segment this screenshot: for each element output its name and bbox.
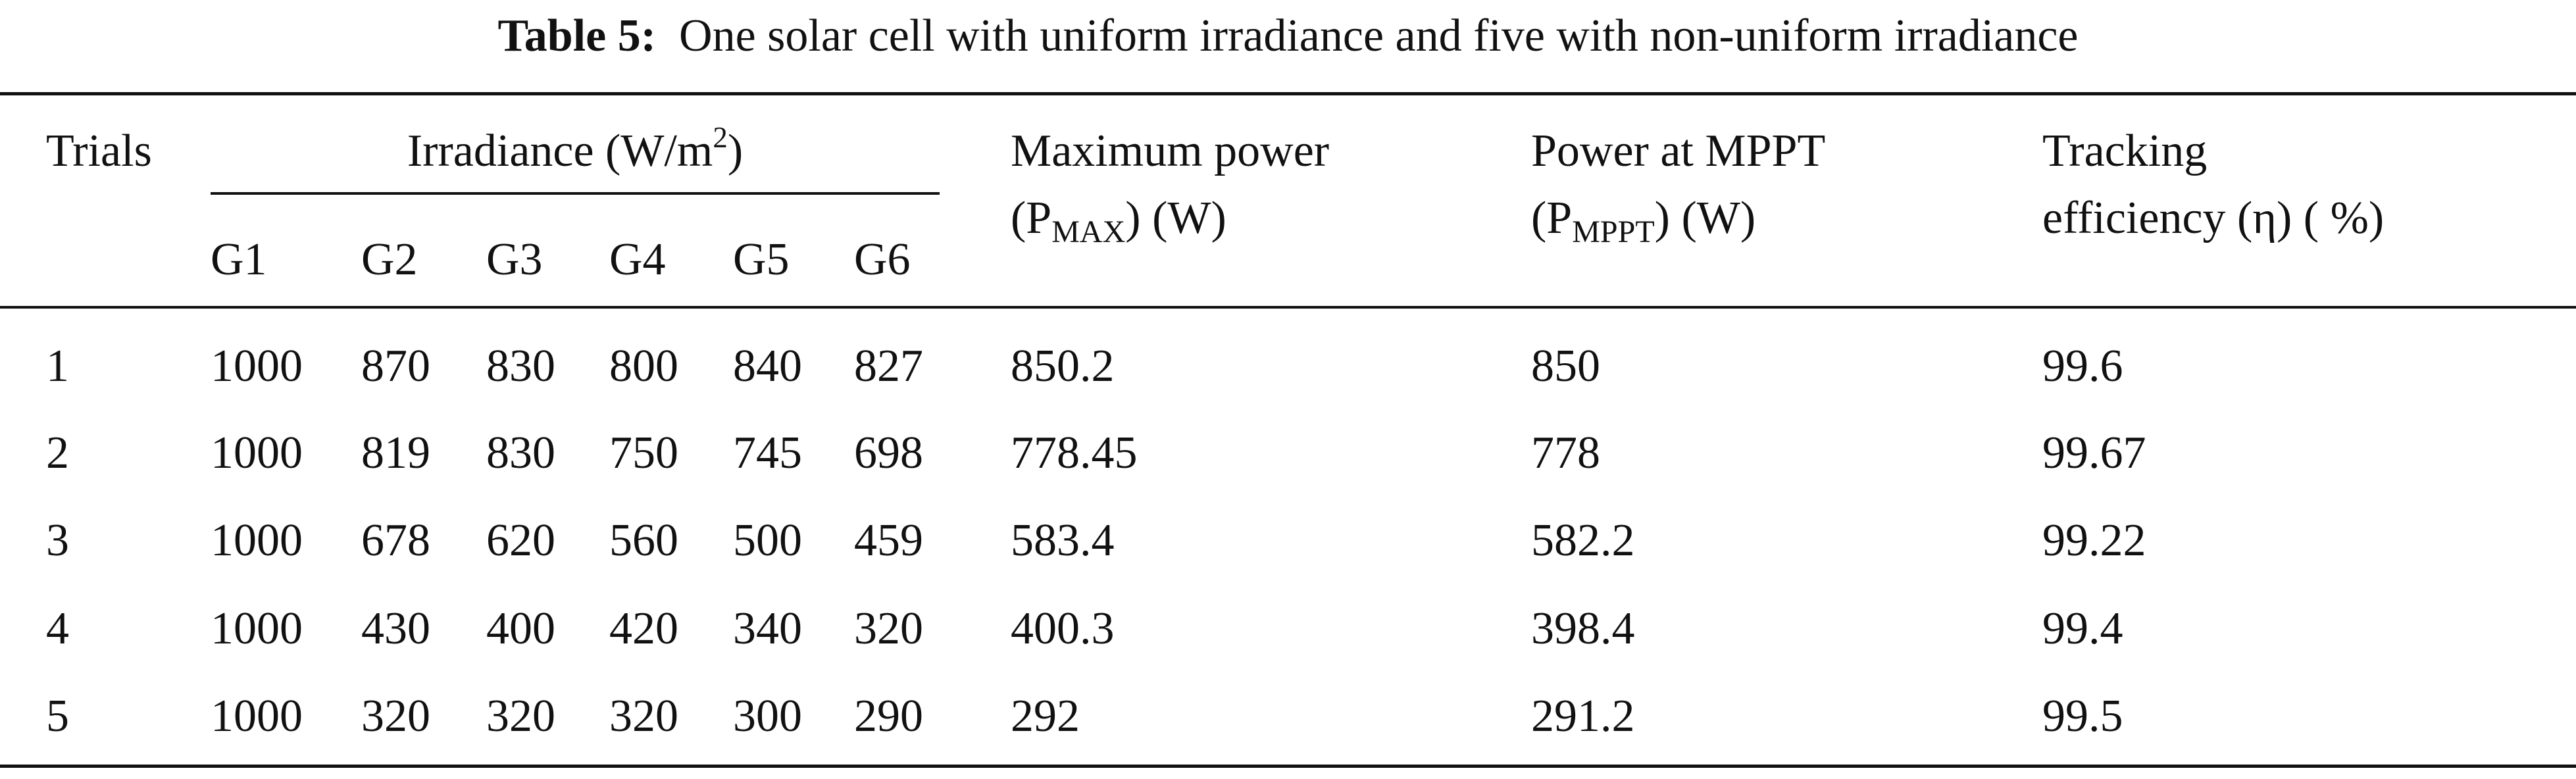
irradiance-close: ): [727, 126, 744, 176]
irradiance-sup: 2: [713, 121, 728, 154]
table-cell: 459: [854, 515, 923, 566]
mppt-sub: MPPT: [1572, 214, 1655, 249]
header-rule: [0, 306, 2576, 309]
header-trials: Trials: [46, 126, 152, 176]
irradiance-rule: [211, 192, 940, 195]
table-cell: 745: [733, 428, 802, 478]
table-cell: 582.2: [1531, 515, 1635, 566]
mppt-open: (P: [1531, 193, 1573, 243]
table-cell: 620: [486, 515, 555, 566]
table-cell: 1: [46, 341, 69, 391]
max-close: ) (W): [1125, 193, 1226, 243]
table-cell: 99.5: [2042, 691, 2123, 741]
table-cell: 850: [1531, 341, 1600, 391]
caption-text: One solar cell with uniform irradiance a…: [679, 11, 2079, 61]
table-caption: Table 5: One solar cell with uniform irr…: [0, 10, 2576, 63]
table-cell: 99.67: [2042, 428, 2146, 478]
header-max-power-1: Maximum power: [1011, 126, 1330, 176]
table-cell: 99.22: [2042, 515, 2146, 566]
table-cell: 320: [854, 603, 923, 654]
table-cell: 1000: [211, 341, 303, 391]
top-rule: [0, 92, 2576, 95]
header-efficiency-1: Tracking: [2042, 126, 2208, 176]
table-cell: 400: [486, 603, 555, 654]
header-max-power-2: (PMAX) (W): [1011, 192, 1226, 248]
table-cell: 340: [733, 603, 802, 654]
header-efficiency-2: efficiency (η) ( %): [2042, 193, 2385, 243]
table-cell: 830: [486, 341, 555, 391]
table-cell: 560: [609, 515, 678, 566]
irradiance-column-label: G3: [486, 234, 543, 285]
header-irradiance: Irradiance (W/m2): [211, 123, 940, 178]
table-cell: 3: [46, 515, 69, 566]
table-cell: 4: [46, 603, 69, 654]
irradiance-column-label: G5: [733, 234, 790, 285]
table-cell: 1000: [211, 515, 303, 566]
header-power-mppt-2: (PMPPT) (W): [1531, 192, 1756, 248]
table-cell: 698: [854, 428, 923, 478]
table-cell: 320: [486, 691, 555, 741]
irradiance-column-label: G1: [211, 234, 267, 285]
max-open: (P: [1011, 193, 1052, 243]
table-cell: 850.2: [1011, 341, 1115, 391]
caption-label: Table 5:: [497, 11, 657, 61]
table-cell: 583.4: [1011, 515, 1115, 566]
table-cell: 678: [361, 515, 430, 566]
irradiance-column-label: G4: [609, 234, 666, 285]
table-cell: 778.45: [1011, 428, 1138, 478]
table-cell: 99.4: [2042, 603, 2123, 654]
bottom-rule: [0, 765, 2576, 768]
max-sub: MAX: [1051, 214, 1126, 249]
irradiance-column-label: G6: [854, 234, 911, 285]
table-cell: 1000: [211, 691, 303, 741]
irradiance-text: Irradiance (W/m: [407, 126, 713, 176]
table-cell: 2: [46, 428, 69, 478]
table-cell: 1000: [211, 603, 303, 654]
table-cell: 290: [854, 691, 923, 741]
header-power-mppt-1: Power at MPPT: [1531, 126, 1826, 176]
table-cell: 819: [361, 428, 430, 478]
table-cell: 5: [46, 691, 69, 741]
table-cell: 840: [733, 341, 802, 391]
table-cell: 830: [486, 428, 555, 478]
table-cell: 870: [361, 341, 430, 391]
table-cell: 320: [609, 691, 678, 741]
mppt-close: ) (W): [1654, 193, 1756, 243]
table-cell: 827: [854, 341, 923, 391]
table-cell: 500: [733, 515, 802, 566]
table-cell: 398.4: [1531, 603, 1635, 654]
irradiance-column-label: G2: [361, 234, 418, 285]
table-cell: 420: [609, 603, 678, 654]
table-cell: 800: [609, 341, 678, 391]
table-cell: 430: [361, 603, 430, 654]
table-cell: 750: [609, 428, 678, 478]
table-cell: 1000: [211, 428, 303, 478]
table-cell: 320: [361, 691, 430, 741]
table-cell: 400.3: [1011, 603, 1115, 654]
table-cell: 99.6: [2042, 341, 2123, 391]
table-cell: 300: [733, 691, 802, 741]
table-cell: 291.2: [1531, 691, 1635, 741]
table-cell: 292: [1011, 691, 1080, 741]
table-cell: 778: [1531, 428, 1600, 478]
